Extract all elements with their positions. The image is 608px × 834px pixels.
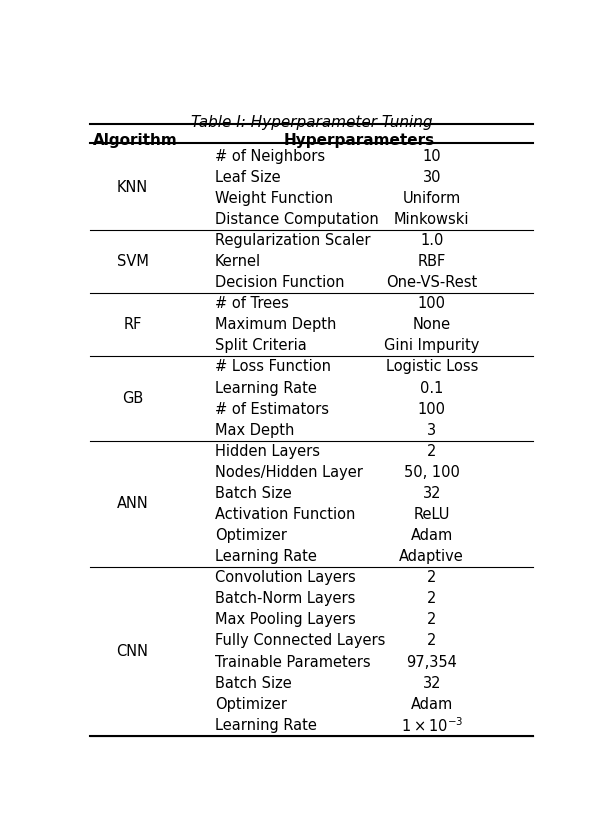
Text: 10: 10 (423, 148, 441, 163)
Text: RBF: RBF (418, 254, 446, 269)
Text: Nodes/Hidden Layer: Nodes/Hidden Layer (215, 465, 363, 480)
Text: ANN: ANN (117, 496, 148, 511)
Text: 32: 32 (423, 676, 441, 691)
Text: 2: 2 (427, 612, 437, 627)
Text: Algorithm: Algorithm (92, 133, 178, 148)
Text: # Loss Function: # Loss Function (215, 359, 331, 374)
Text: # of Trees: # of Trees (215, 296, 289, 311)
Text: Hidden Layers: Hidden Layers (215, 444, 320, 459)
Text: Learning Rate: Learning Rate (215, 718, 317, 733)
Text: Convolution Layers: Convolution Layers (215, 570, 356, 585)
Text: Leaf Size: Leaf Size (215, 170, 281, 185)
Text: # of Neighbors: # of Neighbors (215, 148, 325, 163)
Text: Batch Size: Batch Size (215, 676, 292, 691)
Text: Uniform: Uniform (402, 191, 461, 206)
Text: CNN: CNN (117, 644, 148, 659)
Text: Split Criteria: Split Criteria (215, 339, 307, 354)
Text: 2: 2 (427, 444, 437, 459)
Text: SVM: SVM (117, 254, 148, 269)
Text: RF: RF (123, 317, 142, 332)
Text: Optimizer: Optimizer (215, 528, 287, 543)
Text: Decision Function: Decision Function (215, 275, 345, 290)
Text: 32: 32 (423, 486, 441, 501)
Text: Adaptive: Adaptive (399, 549, 464, 564)
Text: Table I: Hyperparameter Tuning: Table I: Hyperparameter Tuning (191, 115, 432, 130)
Text: $1 \times 10^{-3}$: $1 \times 10^{-3}$ (401, 716, 463, 735)
Text: ReLU: ReLU (413, 507, 450, 522)
Text: Trainable Parameters: Trainable Parameters (215, 655, 371, 670)
Text: # of Estimators: # of Estimators (215, 402, 329, 417)
Text: Logistic Loss: Logistic Loss (385, 359, 478, 374)
Text: Regularization Scaler: Regularization Scaler (215, 233, 370, 248)
Text: Max Depth: Max Depth (215, 423, 294, 438)
Text: 3: 3 (427, 423, 437, 438)
Text: KNN: KNN (117, 180, 148, 195)
Text: Fully Connected Layers: Fully Connected Layers (215, 634, 385, 649)
Text: Activation Function: Activation Function (215, 507, 356, 522)
Text: 2: 2 (427, 570, 437, 585)
Text: One-VS-Rest: One-VS-Rest (386, 275, 477, 290)
Text: 50, 100: 50, 100 (404, 465, 460, 480)
Text: Weight Function: Weight Function (215, 191, 333, 206)
Text: Adam: Adam (410, 696, 453, 711)
Text: 1.0: 1.0 (420, 233, 443, 248)
Text: 2: 2 (427, 634, 437, 649)
Text: 0.1: 0.1 (420, 380, 443, 395)
Text: Kernel: Kernel (215, 254, 261, 269)
Text: 100: 100 (418, 296, 446, 311)
Text: Distance Computation: Distance Computation (215, 212, 379, 227)
Text: GB: GB (122, 391, 143, 406)
Text: Batch-Norm Layers: Batch-Norm Layers (215, 591, 356, 606)
Text: Gini Impurity: Gini Impurity (384, 339, 480, 354)
Text: Learning Rate: Learning Rate (215, 380, 317, 395)
Text: Adam: Adam (410, 528, 453, 543)
Text: Minkowski: Minkowski (394, 212, 469, 227)
Text: Optimizer: Optimizer (215, 696, 287, 711)
Text: 97,354: 97,354 (406, 655, 457, 670)
Text: 100: 100 (418, 402, 446, 417)
Text: Hyperparameters: Hyperparameters (283, 133, 434, 148)
Text: Batch Size: Batch Size (215, 486, 292, 501)
Text: None: None (413, 317, 451, 332)
Text: 30: 30 (423, 170, 441, 185)
Text: 2: 2 (427, 591, 437, 606)
Text: Max Pooling Layers: Max Pooling Layers (215, 612, 356, 627)
Text: Learning Rate: Learning Rate (215, 549, 317, 564)
Text: Maximum Depth: Maximum Depth (215, 317, 336, 332)
